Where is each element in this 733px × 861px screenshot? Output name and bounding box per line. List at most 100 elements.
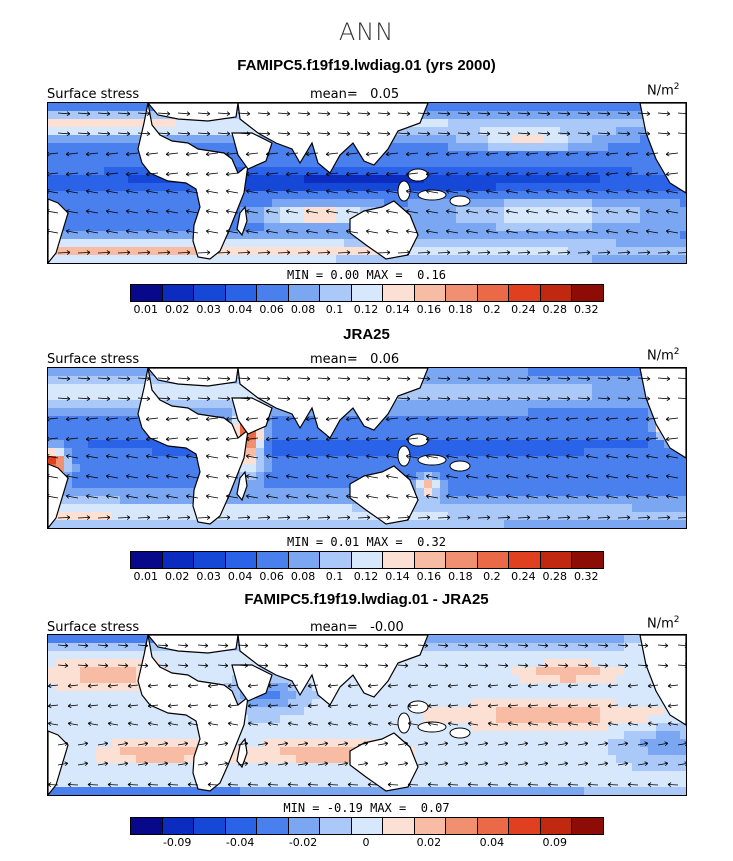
panel-3-mean: mean= -0.00 bbox=[310, 620, 404, 635]
colorbar-tick-label: 0.09 bbox=[542, 836, 568, 849]
min-label: MIN = bbox=[283, 801, 320, 815]
colorbar-swatch bbox=[414, 285, 447, 301]
colorbar-tick-label: 0.28 bbox=[542, 570, 568, 583]
colorbar-swatch bbox=[477, 818, 510, 834]
mean-label: mean= bbox=[310, 87, 358, 102]
colorbar-swatch bbox=[509, 552, 541, 568]
colorbar-swatch bbox=[414, 818, 447, 834]
colorbar-tick-label: 0.04 bbox=[227, 570, 253, 583]
min-value: 0.00 bbox=[330, 268, 360, 282]
colorbar-swatch bbox=[446, 552, 478, 568]
colorbar-swatch bbox=[540, 285, 573, 301]
panel-2-minmax: MIN = 0.01 MAX = 0.32 bbox=[0, 535, 733, 549]
panel-1-mean: mean= 0.05 bbox=[310, 87, 399, 102]
colorbar-tick-label: 0.08 bbox=[290, 303, 316, 316]
mean-value: 0.06 bbox=[370, 352, 400, 367]
wind-stress-vectors bbox=[48, 643, 686, 787]
colorbar-swatch bbox=[320, 818, 352, 834]
colorbar-swatch bbox=[351, 552, 384, 568]
max-label: MAX = bbox=[370, 801, 407, 815]
colorbar-swatch bbox=[131, 285, 163, 301]
continents bbox=[48, 635, 686, 795]
colorbar-tick-label: -0.02 bbox=[288, 836, 318, 849]
max-value: 0.07 bbox=[420, 801, 450, 815]
colorbar-tick-label: 0.16 bbox=[416, 303, 442, 316]
mean-label: mean= bbox=[310, 620, 358, 635]
colorbar-tick-label: 0.1 bbox=[325, 570, 344, 583]
colorbar-tick-label: 0.02 bbox=[164, 570, 190, 583]
panel-3-title: FAMIPC5.f19f19.lwdiag.01 - JRA25 bbox=[244, 591, 489, 608]
panel-2-title: JRA25 bbox=[343, 326, 390, 343]
colorbar-tick-label: 0.16 bbox=[416, 570, 442, 583]
wind-stress-vectors bbox=[48, 111, 686, 255]
mean-label: mean= bbox=[310, 352, 358, 367]
mean-value: -0.00 bbox=[370, 620, 404, 635]
panel-2-mean: mean= 0.06 bbox=[310, 352, 399, 367]
colorbar-swatch bbox=[446, 818, 478, 834]
colorbar-swatch bbox=[509, 285, 541, 301]
colorbar-swatch bbox=[257, 818, 289, 834]
min-label: MIN = bbox=[287, 268, 324, 282]
max-label: MAX = bbox=[366, 268, 403, 282]
mean-value: 0.05 bbox=[370, 87, 400, 102]
panel-3-colorbar bbox=[130, 817, 604, 835]
colorbar-tick-label: 0.03 bbox=[196, 303, 221, 316]
colorbar-tick-label: 0.02 bbox=[416, 836, 442, 849]
continents bbox=[48, 368, 686, 528]
colorbar-tick-label: 0.2 bbox=[483, 303, 501, 316]
panel-1-colorbar-ticks: 0.01 0.02 0.03 0.04 0.06 0.08 0.1 0.12 0.14 0.16 0… bbox=[130, 303, 602, 317]
colorbar-swatch bbox=[194, 552, 226, 568]
colorbar-swatch bbox=[288, 285, 321, 301]
colorbar-tick-label: 0 bbox=[362, 836, 370, 849]
min-label: MIN = bbox=[287, 535, 324, 549]
panel-3-map bbox=[47, 634, 687, 796]
colorbar-tick-label: -0.09 bbox=[162, 836, 192, 849]
panel-1-map bbox=[47, 102, 687, 264]
colorbar-swatch bbox=[572, 285, 603, 301]
min-value: -0.19 bbox=[326, 801, 363, 815]
colorbar-swatch bbox=[320, 285, 352, 301]
colorbar-swatch bbox=[351, 285, 384, 301]
colorbar-tick-label: 0.04 bbox=[227, 303, 253, 316]
panel-3-minmax: MIN = -0.19 MAX = 0.07 bbox=[0, 801, 733, 815]
colorbar-tick-label: 0.14 bbox=[385, 303, 410, 316]
colorbar-swatch bbox=[351, 818, 384, 834]
colorbar-swatch bbox=[540, 818, 573, 834]
colorbar-swatch bbox=[257, 285, 289, 301]
colorbar-tick-label: 0.01 bbox=[133, 570, 158, 583]
colorbar-tick-label: 0.18 bbox=[448, 303, 473, 316]
colorbar-swatch bbox=[572, 552, 603, 568]
colorbar-tick-label: 0.24 bbox=[511, 303, 536, 316]
colorbar-swatch bbox=[225, 285, 258, 301]
colorbar-tick-label: 0.2 bbox=[483, 570, 501, 583]
colorbar-tick-label: 0.03 bbox=[196, 570, 221, 583]
panel-3-variable-label: Surface stress bbox=[47, 620, 140, 635]
panel-3-colorbar-ticks: -0.09 -0.04 -0.02 0 0.02 0.04 0.09 bbox=[130, 836, 602, 850]
colorbar-swatch bbox=[225, 818, 258, 834]
colorbar-tick-label: 0.28 bbox=[542, 303, 568, 316]
colorbar-tick-label: 0.32 bbox=[574, 303, 599, 316]
colorbar-swatch bbox=[131, 552, 163, 568]
max-value: 0.16 bbox=[417, 268, 446, 282]
max-label: MAX = bbox=[366, 535, 403, 549]
colorbar-swatch bbox=[194, 818, 226, 834]
panel-1-units: N/m2 bbox=[647, 82, 680, 99]
colorbar-swatch bbox=[194, 285, 226, 301]
wind-stress-vectors bbox=[48, 376, 686, 520]
colorbar-swatch bbox=[383, 552, 415, 568]
panel-2-colorbar-ticks: 0.01 0.02 0.03 0.04 0.06 0.08 0.1 0.12 0.14 0.16 0… bbox=[130, 570, 602, 584]
colorbar-swatch bbox=[162, 818, 195, 834]
colorbar-swatch bbox=[225, 552, 258, 568]
colorbar-tick-label: 0.12 bbox=[353, 570, 379, 583]
colorbar-swatch bbox=[162, 285, 195, 301]
colorbar-tick-label: 0.08 bbox=[290, 570, 316, 583]
colorbar-tick-label: 0.18 bbox=[448, 570, 473, 583]
panel-1-variable-label: Surface stress bbox=[47, 87, 140, 102]
panel-1-title: FAMIPC5.f19f19.lwdiag.01 (yrs 2000) bbox=[237, 57, 496, 74]
colorbar-swatch bbox=[288, 552, 321, 568]
colorbar-swatch bbox=[477, 285, 510, 301]
panel-1-minmax: MIN = 0.00 MAX = 0.16 bbox=[0, 268, 733, 282]
figure-title: ANN bbox=[338, 18, 395, 46]
colorbar-tick-label: 0.32 bbox=[574, 570, 599, 583]
colorbar-tick-label: 0.01 bbox=[133, 303, 158, 316]
